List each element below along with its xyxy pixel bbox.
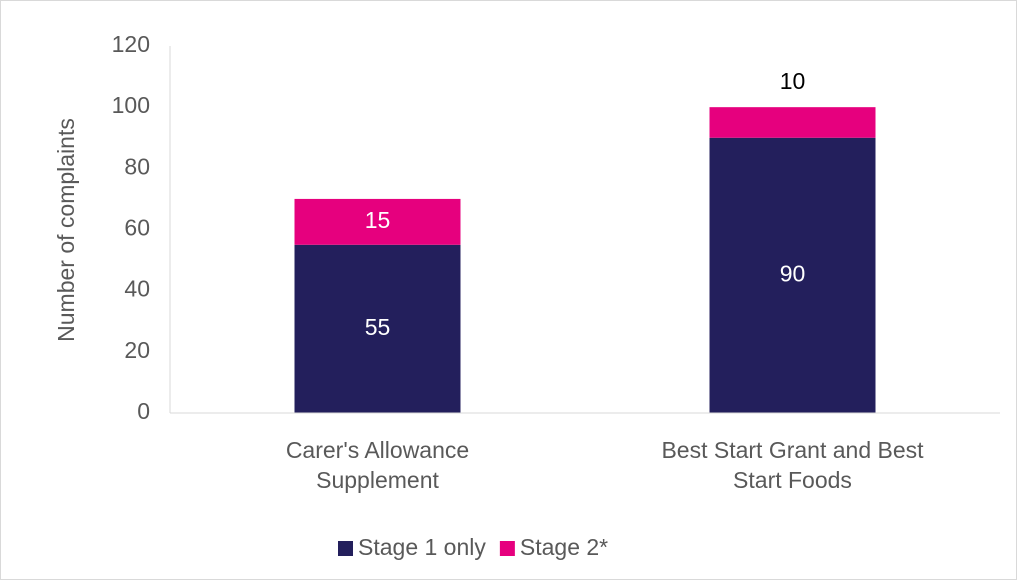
data-label: 10: [780, 68, 806, 94]
y-tick-label: 80: [124, 153, 150, 179]
data-label: 15: [365, 207, 391, 233]
y-tick-label: 0: [137, 398, 150, 424]
legend-swatch: [499, 541, 515, 556]
data-label: 90: [780, 260, 806, 286]
bar-segment: [294, 198, 461, 245]
y-axis-label: Number of complaints: [53, 118, 79, 342]
y-tick-label: 100: [112, 92, 150, 118]
bar-segment: [294, 244, 461, 413]
y-tick-label: 120: [112, 31, 150, 57]
bar-segment: [709, 137, 876, 413]
x-tick-label: Best Start Grant and Best Start Foods: [661, 437, 924, 493]
y-tick-label: 60: [124, 215, 150, 241]
bar-segment: [709, 107, 876, 138]
y-tick-label: 20: [124, 337, 150, 363]
legend-swatch: [338, 541, 353, 556]
data-label: 55: [365, 314, 391, 340]
y-tick-label: 40: [124, 276, 150, 302]
legend-label: Stage 1 only: [358, 534, 486, 560]
x-tick-label: Carer's Allowance Supplement: [285, 437, 470, 493]
legend-label: Stage 2*: [520, 534, 608, 560]
